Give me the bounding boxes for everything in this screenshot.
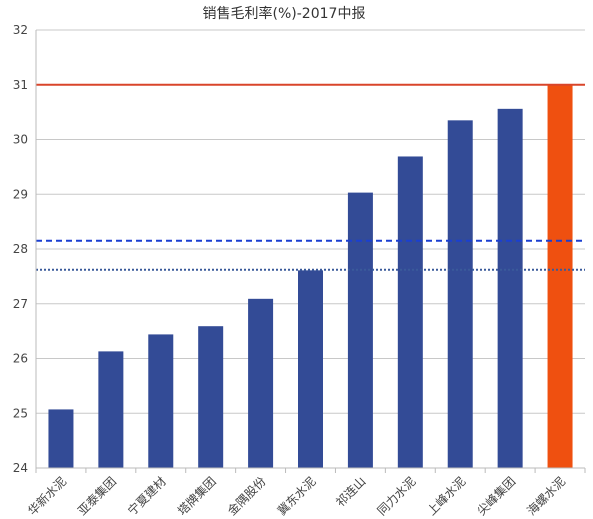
y-tick-label: 24 [13, 461, 28, 475]
x-tick-label: 亚泰集团 [74, 474, 119, 519]
y-tick-labels: 24 25 26 27 28 29 30 31 32 [13, 23, 28, 475]
y-tick-label: 25 [13, 406, 28, 420]
x-tick-label: 尖峰集团 [474, 474, 519, 519]
axes [35, 30, 586, 473]
bar-11 [547, 84, 573, 468]
y-tick-label: 28 [13, 242, 28, 256]
bar-4 [198, 326, 224, 468]
bar-5 [248, 298, 274, 468]
y-tick-label: 31 [13, 78, 28, 92]
bars [48, 84, 573, 469]
x-tick-label: 宁夏建材 [124, 474, 169, 519]
grid-lines [36, 29, 585, 469]
x-tick-labels: 华新水泥 亚泰集团 宁夏建材 塔牌集团 金隅股份 冀东水泥 祁连山 同力水泥 上峰水泥 尖峰集团海… [25, 474, 569, 519]
bar-7 [347, 192, 373, 469]
bar-10 [497, 108, 523, 468]
y-tick-label: 29 [13, 187, 28, 201]
bar-8 [397, 156, 423, 468]
x-tick-label: 同力水泥 [375, 474, 419, 518]
bar-1 [48, 409, 74, 468]
x-tick-label: 华新水泥 [25, 474, 70, 519]
x-tick-label: 海螺水泥 [524, 474, 569, 519]
y-tick-label: 27 [13, 297, 28, 311]
bar-6 [298, 270, 323, 468]
y-tick-label: 26 [13, 352, 28, 366]
bar-2 [98, 351, 124, 468]
reference-lines [36, 83, 585, 271]
x-tick-label: 祁连山 [332, 474, 368, 510]
x-tick-label: 上峰水泥 [424, 474, 468, 518]
chart-title: 销售毛利率(%)-2017中报 [203, 5, 366, 22]
y-tick-label: 32 [13, 23, 28, 37]
bar-3 [148, 334, 174, 468]
x-tick-label: 塔牌集团 [174, 474, 219, 519]
x-tick-label: 金隅股份 [224, 474, 269, 519]
x-tick-label: 冀东水泥 [275, 474, 319, 518]
y-tick-label: 30 [13, 133, 28, 147]
bar-9 [447, 120, 473, 469]
